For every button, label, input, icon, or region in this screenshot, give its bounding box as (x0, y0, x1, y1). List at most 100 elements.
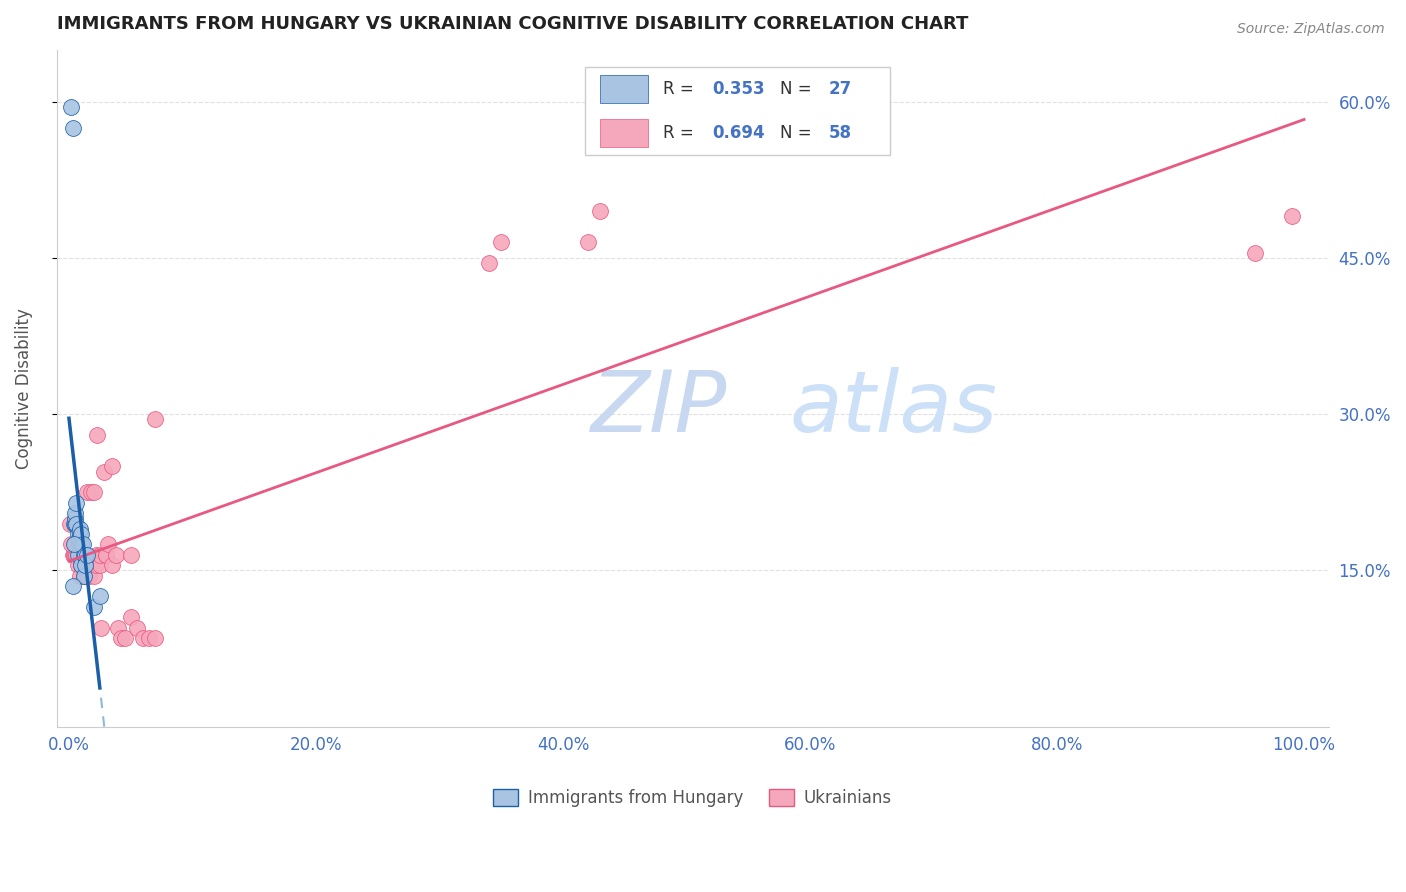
Text: 0.353: 0.353 (711, 79, 765, 98)
Point (589, 204, 612, 219)
Point (73, 558, 96, 573)
Point (86, 428, 108, 442)
Point (1243, 245, 1265, 260)
Point (60, 100, 83, 114)
Text: 27: 27 (828, 79, 852, 98)
Point (63, 548, 86, 562)
Point (93, 465, 115, 479)
Point (89, 590, 111, 604)
Point (65, 516, 87, 531)
Point (66, 558, 89, 573)
Text: ZIP: ZIP (591, 367, 727, 450)
Point (63, 506, 86, 520)
Point (63, 548, 86, 562)
Point (138, 631, 160, 645)
Text: 58: 58 (828, 124, 852, 142)
Point (60, 537, 83, 551)
Point (63, 511, 86, 525)
FancyBboxPatch shape (600, 119, 648, 147)
Point (67, 533, 90, 547)
Point (84, 558, 107, 573)
Point (104, 548, 127, 562)
Point (66, 548, 89, 562)
Point (132, 631, 155, 645)
Point (80, 485, 103, 500)
Point (70, 527, 93, 541)
Point (94, 548, 117, 562)
Point (576, 235, 599, 250)
Point (77, 568, 100, 582)
Legend: Immigrants from Hungary, Ukrainians: Immigrants from Hungary, Ukrainians (486, 782, 898, 814)
Text: IMMIGRANTS FROM HUNGARY VS UKRAINIAN COGNITIVE DISABILITY CORRELATION CHART: IMMIGRANTS FROM HUNGARY VS UKRAINIAN COG… (56, 15, 967, 33)
Point (59, 516, 82, 531)
Point (73, 548, 96, 562)
Point (70, 548, 93, 562)
Y-axis label: Cognitive Disability: Cognitive Disability (15, 308, 32, 468)
Point (62, 548, 84, 562)
Point (72, 558, 94, 573)
Point (63, 537, 86, 551)
Point (101, 558, 124, 573)
Point (120, 610, 142, 624)
Point (76, 568, 98, 582)
Text: R =: R = (664, 79, 699, 98)
Point (89, 548, 111, 562)
Point (107, 621, 129, 635)
Point (73, 568, 96, 582)
Point (90, 621, 112, 635)
Point (62, 120, 84, 135)
Point (72, 537, 94, 551)
Point (65, 537, 87, 551)
Point (491, 235, 513, 250)
Point (63, 537, 86, 551)
Point (101, 459, 124, 474)
Point (70, 558, 93, 573)
Point (66, 527, 89, 541)
Point (69, 527, 91, 541)
Text: R =: R = (664, 124, 699, 142)
Point (70, 537, 93, 551)
Point (73, 568, 96, 582)
Point (69, 568, 91, 582)
Point (83, 599, 105, 614)
FancyBboxPatch shape (600, 75, 648, 103)
Point (70, 558, 93, 573)
Point (75, 558, 97, 573)
Point (67, 537, 90, 551)
Point (145, 631, 167, 645)
Point (67, 537, 90, 551)
Point (76, 485, 98, 500)
Point (1281, 210, 1303, 224)
Point (94, 548, 117, 562)
Text: 0.694: 0.694 (711, 124, 765, 142)
Point (120, 548, 142, 562)
Point (83, 485, 105, 500)
Text: N =: N = (780, 79, 817, 98)
Point (73, 548, 96, 562)
Point (145, 412, 167, 426)
Point (73, 548, 96, 562)
Text: Source: ZipAtlas.com: Source: ZipAtlas.com (1237, 22, 1385, 37)
Point (125, 621, 148, 635)
Point (89, 558, 111, 573)
Point (66, 537, 89, 551)
Point (63, 537, 86, 551)
Point (69, 522, 91, 536)
Point (65, 496, 87, 510)
Point (65, 548, 87, 562)
Point (63, 516, 86, 531)
Point (83, 568, 105, 582)
Point (67, 548, 90, 562)
Point (84, 548, 107, 562)
Point (97, 537, 120, 551)
Point (114, 631, 136, 645)
Point (76, 548, 98, 562)
Point (73, 568, 96, 582)
Point (73, 548, 96, 562)
Text: atlas: atlas (789, 367, 997, 450)
Point (63, 516, 86, 531)
Point (110, 631, 132, 645)
Point (62, 579, 84, 593)
Text: N =: N = (780, 124, 817, 142)
FancyBboxPatch shape (585, 67, 890, 154)
